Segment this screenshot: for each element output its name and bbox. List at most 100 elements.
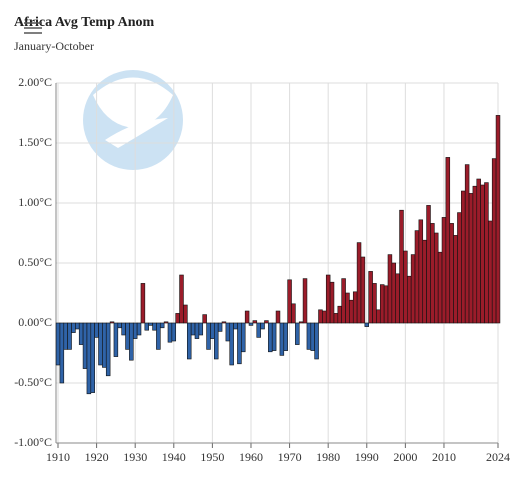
x-tick-label: 1920 — [85, 450, 109, 464]
bar — [337, 305, 342, 324]
bar — [67, 322, 72, 350]
bar — [59, 322, 65, 384]
y-tick-label: 1.00°C — [18, 195, 52, 209]
bar — [63, 322, 68, 350]
bar — [163, 321, 169, 324]
bar — [109, 321, 115, 324]
x-tick-label: 2010 — [432, 450, 456, 464]
bar — [244, 310, 250, 324]
bar — [264, 320, 269, 324]
bar — [248, 322, 254, 326]
bar — [156, 322, 161, 350]
bar — [210, 322, 215, 339]
bar — [464, 164, 470, 324]
bar — [488, 220, 493, 324]
bar — [283, 322, 288, 351]
bar — [121, 322, 126, 336]
bar — [241, 322, 246, 353]
bar — [453, 235, 458, 324]
bar — [341, 278, 346, 324]
bar — [125, 322, 130, 350]
bar — [480, 184, 485, 324]
bar — [457, 212, 462, 324]
bar — [214, 322, 219, 360]
bar — [391, 262, 397, 324]
x-tick-label: 1960 — [239, 450, 263, 464]
bar — [82, 322, 88, 369]
bar — [90, 322, 95, 393]
watermark: NOAA — [111, 87, 155, 104]
bar — [387, 254, 393, 324]
bar — [298, 321, 304, 324]
bar — [329, 281, 335, 324]
bar — [291, 303, 296, 324]
bar — [322, 310, 327, 324]
bar — [302, 278, 308, 324]
bar — [194, 322, 200, 339]
bar — [468, 193, 474, 324]
y-tick-label: -0.50°C — [14, 375, 52, 389]
noaa-logo — [83, 70, 183, 170]
bar — [395, 273, 400, 324]
y-tick-label: 0.50°C — [18, 255, 52, 269]
bar — [406, 275, 412, 324]
bar — [183, 304, 188, 324]
bar — [221, 321, 227, 324]
bar — [55, 322, 61, 366]
bar — [379, 284, 385, 324]
bar — [217, 322, 223, 332]
bar — [430, 223, 435, 324]
bar — [376, 309, 381, 324]
bar — [476, 178, 481, 324]
x-tick-label: 1910 — [46, 450, 70, 464]
bar — [364, 322, 370, 327]
menu-icon[interactable] — [24, 22, 42, 34]
bar — [225, 322, 231, 342]
bar — [310, 322, 315, 351]
x-tick-label: 1930 — [123, 450, 147, 464]
bar — [372, 283, 377, 324]
bar — [461, 190, 466, 324]
bar — [414, 230, 420, 324]
bar — [129, 322, 134, 361]
chart-title: Africa Avg Temp Anom — [14, 15, 154, 30]
bar — [352, 291, 358, 324]
bar — [179, 274, 184, 324]
bar — [333, 313, 339, 324]
bar — [399, 209, 404, 324]
bar — [71, 322, 76, 333]
bar — [159, 322, 165, 329]
bar — [175, 313, 180, 324]
bar — [171, 322, 177, 342]
bar — [491, 158, 497, 324]
bar — [295, 322, 300, 345]
bar — [434, 232, 439, 324]
bar — [318, 309, 323, 324]
bar — [75, 322, 80, 330]
bar — [287, 279, 292, 324]
bar — [144, 322, 150, 331]
bar — [94, 322, 99, 338]
bar — [314, 322, 319, 360]
y-tick-label: -1.00°C — [14, 435, 52, 449]
bar — [198, 322, 204, 336]
bar — [256, 322, 261, 338]
bar — [383, 285, 389, 324]
bar — [449, 223, 454, 324]
bar — [86, 322, 92, 395]
x-tick-label: 1950 — [200, 450, 224, 464]
bar — [78, 322, 84, 345]
chart-subtitle: January-October — [14, 39, 94, 53]
x-tick-label: 1980 — [316, 450, 340, 464]
bar — [152, 322, 157, 331]
bar — [495, 115, 501, 324]
bar — [349, 299, 354, 324]
bar — [202, 314, 207, 324]
bar — [102, 322, 107, 368]
bar — [422, 239, 427, 324]
bar — [271, 322, 277, 351]
x-tick-label: 1970 — [278, 450, 302, 464]
bar — [98, 322, 103, 366]
bar — [140, 283, 146, 324]
